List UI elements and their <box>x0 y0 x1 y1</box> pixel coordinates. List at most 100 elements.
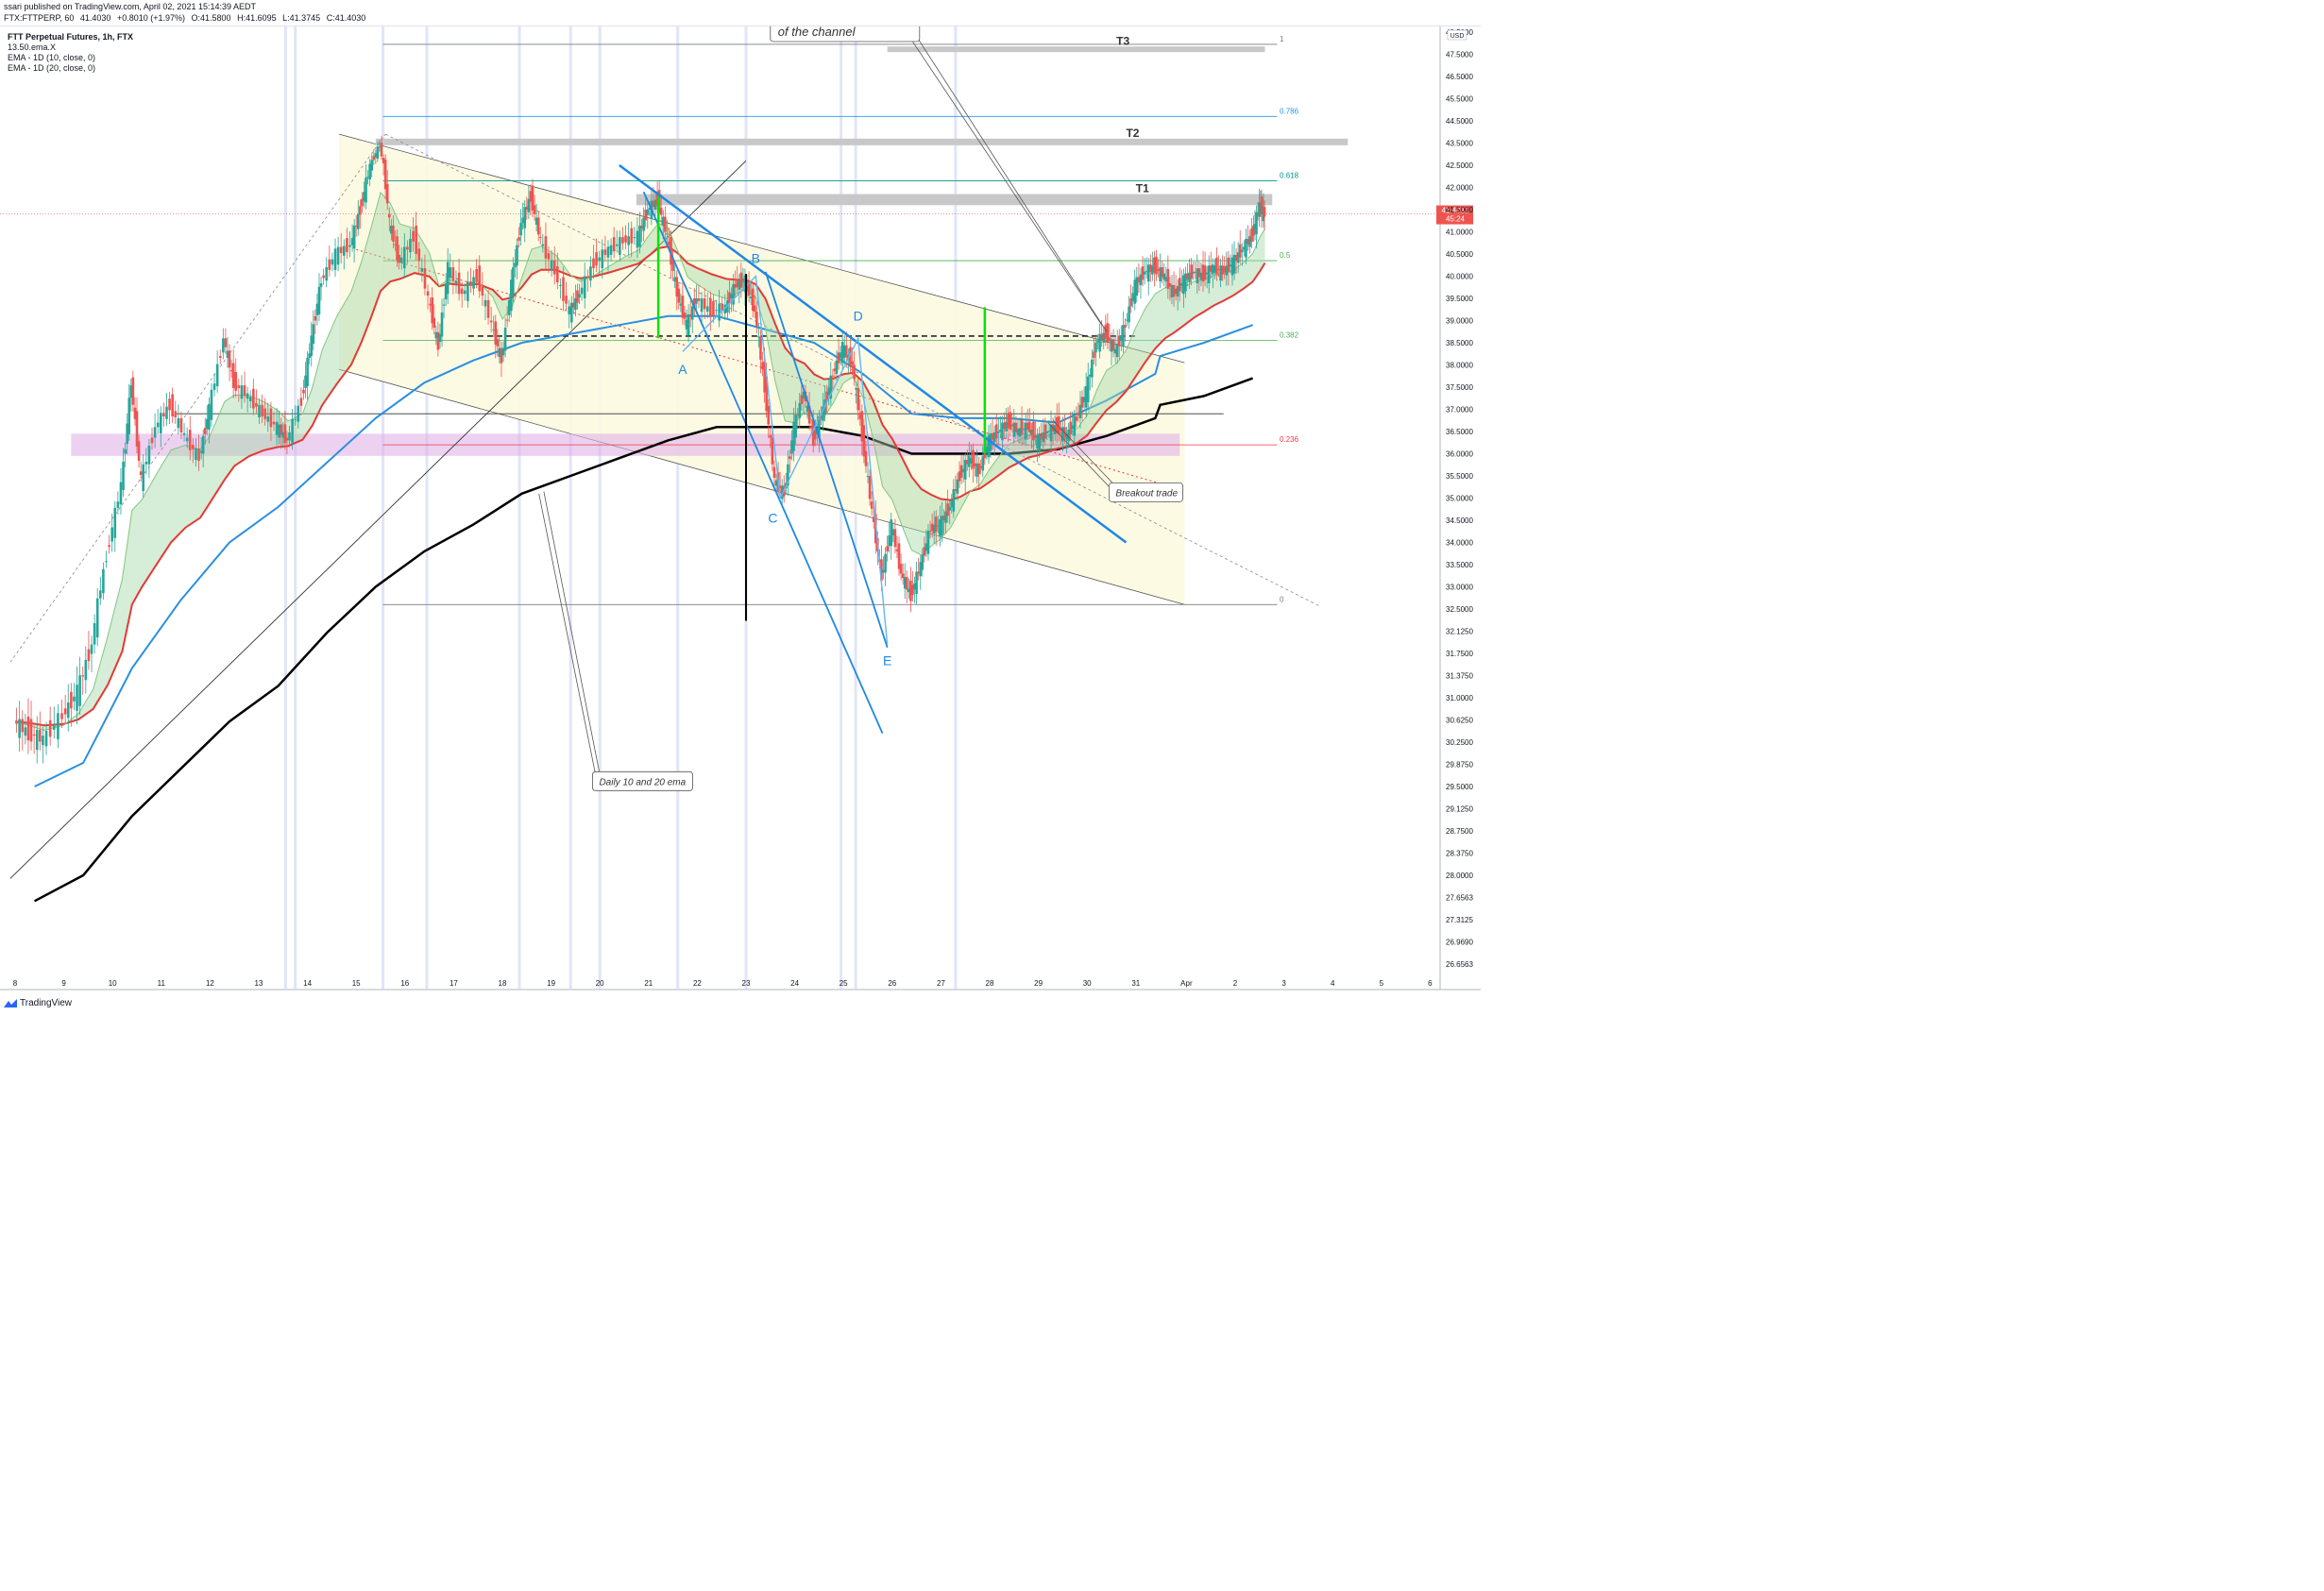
candle-body <box>771 437 774 465</box>
candle-body <box>1098 333 1101 352</box>
candle-body <box>1003 422 1006 430</box>
candle-body <box>937 525 940 527</box>
candle-body <box>1026 422 1029 431</box>
y-tick-label: 34.0000 <box>1446 539 1473 548</box>
candle-body <box>368 163 371 180</box>
candle-body <box>1164 277 1168 282</box>
y-tick-label: 31.3750 <box>1446 672 1473 681</box>
candle-body <box>749 296 753 298</box>
ohlc-high: H:41.6095 <box>237 13 277 23</box>
candle-body <box>1077 413 1080 416</box>
candle-body <box>1221 265 1224 275</box>
candle-body <box>385 183 389 204</box>
candle-body <box>93 623 96 645</box>
candle-body <box>1124 325 1127 329</box>
candle-body <box>536 217 540 235</box>
candle-body <box>1032 421 1035 441</box>
candle-body <box>423 268 427 289</box>
candle-body <box>243 385 246 397</box>
candle-body <box>1063 427 1066 437</box>
candle-body <box>765 376 768 412</box>
legend-line[interactable]: EMA - 1D (10, close, 0) <box>8 53 96 62</box>
candle-body <box>917 571 920 574</box>
candle-body <box>726 299 729 313</box>
candle-body <box>844 345 848 358</box>
candle-body <box>203 428 207 434</box>
candle-body <box>333 248 337 270</box>
candle-body <box>179 417 183 432</box>
x-tick-label: 6 <box>1428 979 1433 988</box>
y-tick-label: 42.5000 <box>1446 161 1473 170</box>
candle-body <box>299 398 303 406</box>
candle-body <box>576 290 579 303</box>
candle-body <box>460 288 464 295</box>
x-tick-label: 18 <box>499 979 507 988</box>
candle-body <box>434 331 438 339</box>
candle-body <box>1157 268 1160 271</box>
candle-body <box>361 198 364 207</box>
y-tick-label: 41.0000 <box>1446 228 1473 237</box>
candle-body <box>598 257 601 261</box>
candle-body <box>147 446 151 465</box>
price-chart[interactable]: 1 0.786 0.618 0.5 0.382 0.236 0 A B C D E T1 T2 T3 of t… <box>0 0 1481 1013</box>
candle-body <box>538 237 542 239</box>
candle-body <box>1151 265 1154 275</box>
candle-body <box>457 272 461 295</box>
candle-body <box>144 461 148 465</box>
candle-body <box>392 225 395 242</box>
symbol-line: FTX:FTTPERP, 60 41.4030 +0.8010 (+1.97%)… <box>4 13 365 23</box>
candle-body <box>1184 273 1187 292</box>
candle-body <box>1093 351 1095 358</box>
x-tick-label: 15 <box>352 979 361 988</box>
candle-body <box>568 306 570 314</box>
legend-line[interactable]: EMA - 1D (20, close, 0) <box>8 63 96 73</box>
candle-body <box>399 257 403 263</box>
candle-body <box>1067 430 1070 442</box>
candle-body <box>44 731 48 747</box>
pattern-point-label: C <box>768 510 777 525</box>
ohlc-low: L:41.3745 <box>282 13 321 23</box>
y-tick-label: 31.7500 <box>1446 650 1473 658</box>
candle-body <box>1145 270 1148 272</box>
candle-body <box>884 553 887 573</box>
candle-body <box>946 503 949 516</box>
candle-body <box>153 427 157 438</box>
y-tick-label: 38.5000 <box>1446 339 1473 347</box>
candle-body <box>412 230 415 242</box>
candle-body <box>1217 268 1220 270</box>
candle-body <box>700 298 704 313</box>
candle-body <box>1043 424 1047 439</box>
candle-body <box>275 421 279 435</box>
symbol: FTX:FTTPERP, 60 <box>4 13 75 23</box>
candle-body <box>747 281 751 296</box>
candle-body <box>248 397 252 402</box>
candle-body <box>774 480 778 486</box>
candle-body <box>589 266 592 281</box>
candle-body <box>1040 432 1043 440</box>
candle-body <box>825 391 828 401</box>
candle-body <box>1166 268 1170 289</box>
candle-body <box>1014 422 1018 432</box>
candle-body <box>1022 429 1026 431</box>
session-stripe <box>382 26 385 990</box>
candle-body <box>1252 225 1255 236</box>
candle-body <box>840 342 844 364</box>
y-tick-label: 28.3750 <box>1446 850 1473 858</box>
candle-body <box>529 191 533 202</box>
candle-body <box>612 237 616 252</box>
legend-line[interactable]: 13.50.ema.X <box>8 42 57 52</box>
candle-body <box>790 440 793 454</box>
candle-body <box>483 299 487 307</box>
candle-body <box>159 413 162 433</box>
tradingview-logo[interactable]: TradingView <box>4 998 72 1008</box>
candle-body <box>644 210 648 221</box>
x-tick-label: 3 <box>1281 979 1286 988</box>
y-tick-label: 26.6563 <box>1446 960 1473 969</box>
candle-body <box>751 288 755 312</box>
candle-body <box>1047 431 1051 432</box>
candle-body <box>240 385 244 399</box>
candle-body <box>507 299 511 315</box>
last-price-tag <box>1436 205 1473 225</box>
candle-body <box>127 398 131 434</box>
candle-body <box>1122 325 1125 347</box>
